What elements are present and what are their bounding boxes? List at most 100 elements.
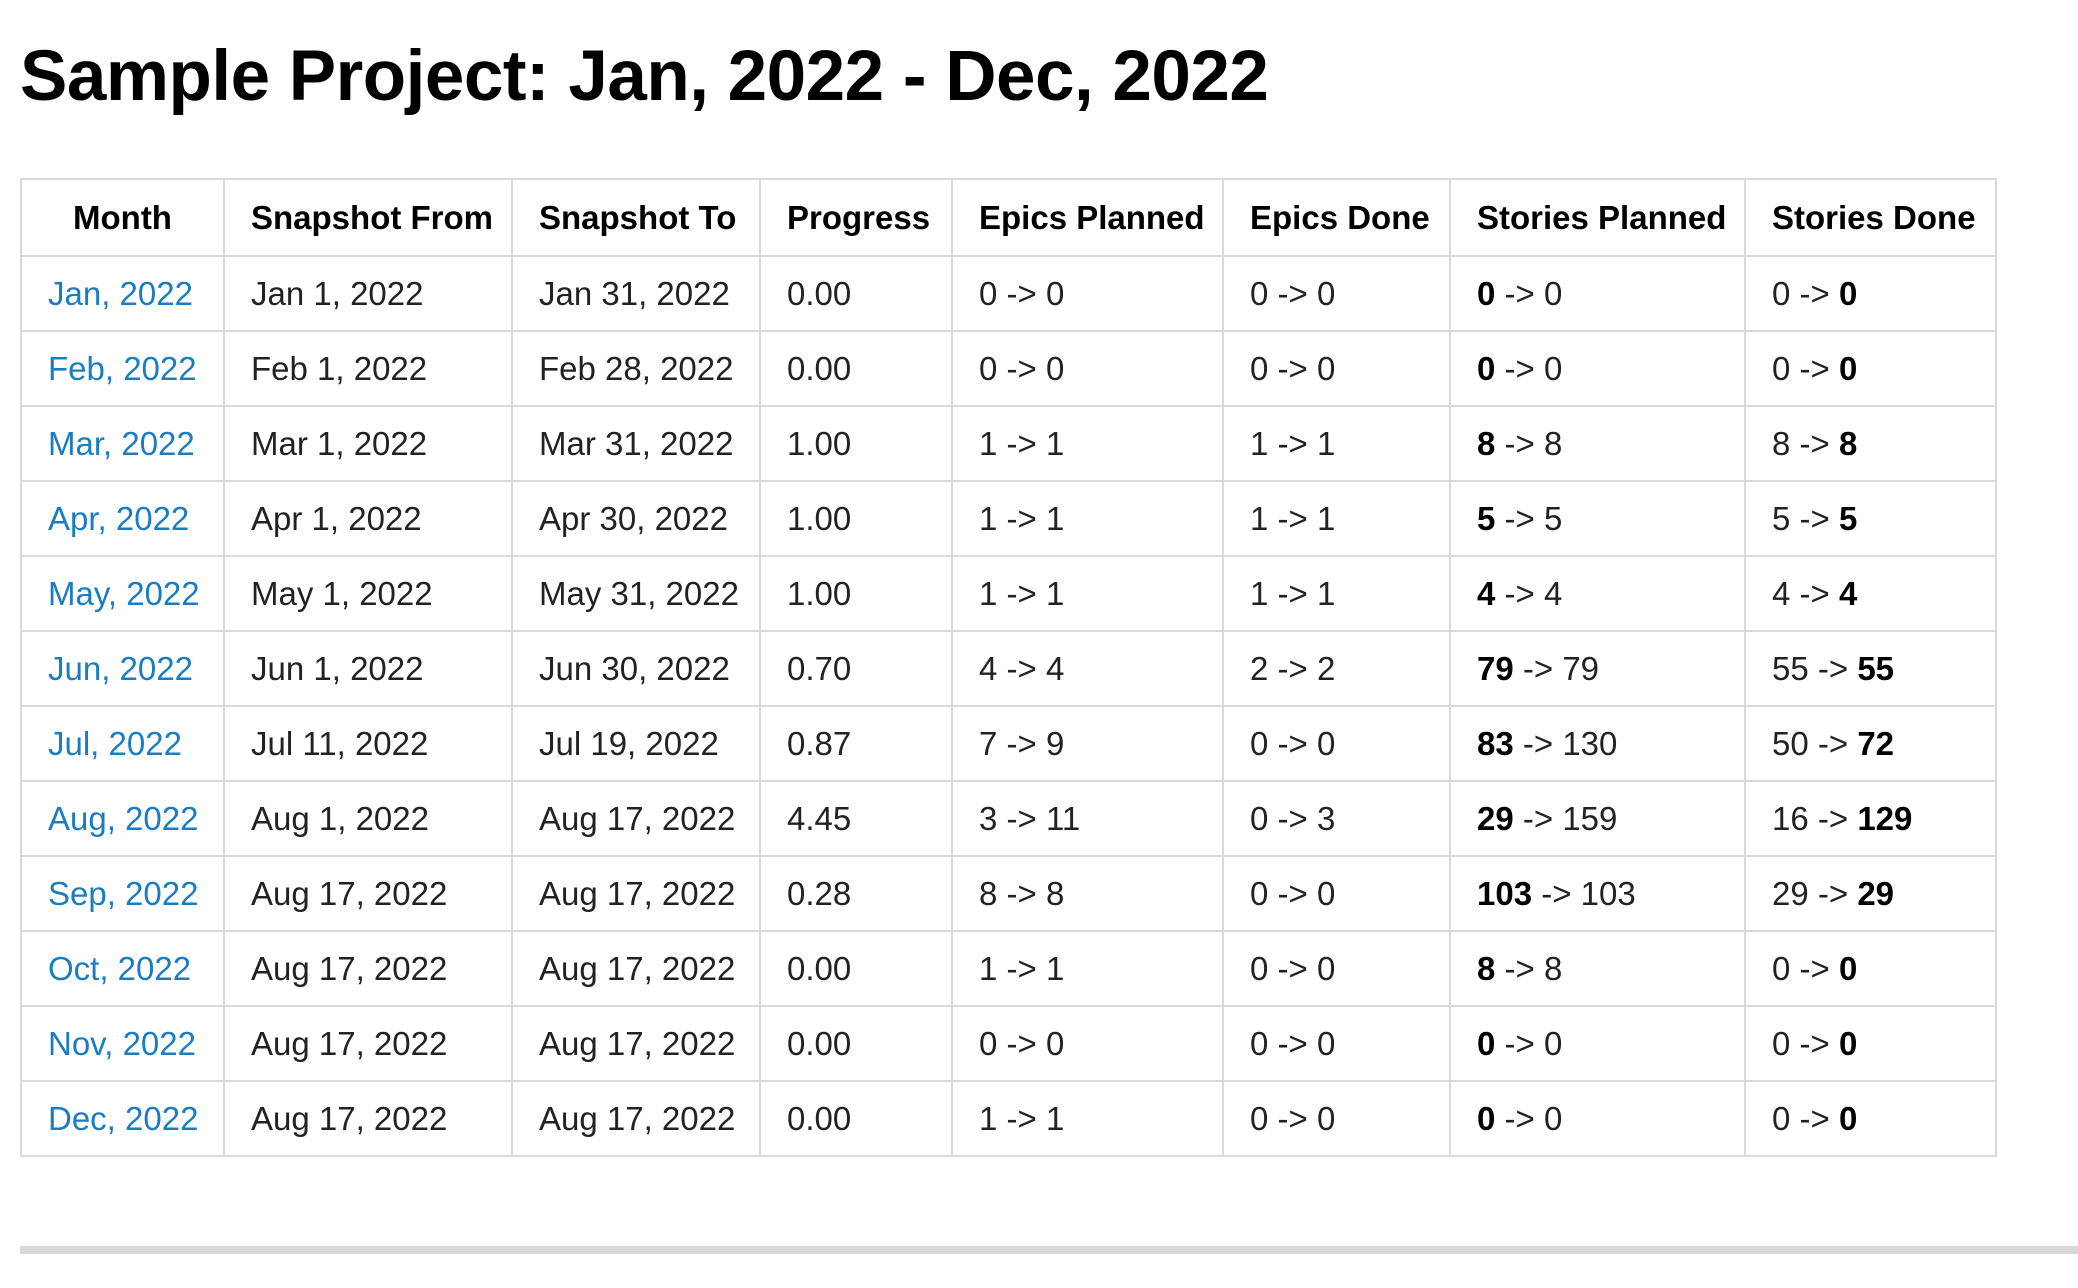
month-link[interactable]: Feb, 2022	[48, 349, 197, 387]
arrow-glyph: ->	[1522, 799, 1554, 837]
cell-epics-planned: 1 -> 1	[951, 405, 1224, 482]
stories-planned-end: 4	[1543, 574, 1563, 612]
cell-stories-done: 16 -> 129	[1744, 780, 1997, 857]
cell-progress: 1.00	[759, 480, 953, 557]
cell-snapshot-from: May 1, 2022	[223, 555, 513, 632]
month-link[interactable]: Aug, 2022	[48, 799, 199, 837]
project-snapshot-table: Month Snapshot From Snapshot To Progress…	[20, 178, 1997, 1157]
arrow-glyph: ->	[1504, 424, 1535, 462]
table-header: Month Snapshot From Snapshot To Progress…	[20, 178, 1997, 257]
stories-planned-start: 8	[1477, 949, 1496, 987]
table-row: Feb, 2022 Feb 1, 2022 Feb 28, 2022 0.00 0 ->…	[20, 330, 1997, 407]
stories-done-start: 4	[1772, 574, 1791, 612]
cell-snapshot-to: May 31, 2022	[511, 555, 761, 632]
cell-progress: 0.70	[759, 630, 953, 707]
month-link[interactable]: Nov, 2022	[48, 1024, 196, 1062]
cell-stories-done: 0 -> 0	[1744, 930, 1997, 1007]
arrow-glyph: ->	[1504, 274, 1535, 312]
stories-planned-start: 0	[1477, 1024, 1496, 1062]
month-link[interactable]: Jul, 2022	[48, 724, 182, 762]
cell-snapshot-from: Aug 17, 2022	[223, 1005, 513, 1082]
month-link[interactable]: Jun, 2022	[48, 649, 193, 687]
cell-epics-done: 0 -> 3	[1222, 780, 1451, 857]
cell-month: Dec, 2022	[20, 1080, 225, 1157]
month-link[interactable]: Apr, 2022	[48, 499, 190, 537]
cell-epics-done: 1 -> 1	[1222, 480, 1451, 557]
table-row: Jul, 2022 Jul 11, 2022 Jul 19, 2022 0.87 7 -…	[20, 705, 1997, 782]
stories-done-start: 0	[1772, 274, 1791, 312]
table-row: Dec, 2022 Aug 17, 2022 Aug 17, 2022 0.00 1 -…	[20, 1080, 1997, 1157]
stories-done-end: 8	[1838, 424, 1858, 462]
header-row: Month Snapshot From Snapshot To Progress…	[20, 178, 1997, 257]
month-link[interactable]: Sep, 2022	[48, 874, 199, 912]
cell-snapshot-to: Jun 30, 2022	[511, 630, 761, 707]
cell-stories-done: 8 -> 8	[1744, 405, 1997, 482]
cell-snapshot-to: Aug 17, 2022	[511, 930, 761, 1007]
cell-snapshot-to: Aug 17, 2022	[511, 780, 761, 857]
month-link[interactable]: May, 2022	[48, 574, 200, 612]
cell-epics-done: 0 -> 0	[1222, 705, 1451, 782]
stories-done-start: 0	[1772, 949, 1791, 987]
column-header-month: Month	[20, 178, 225, 257]
cell-month: Apr, 2022	[20, 480, 225, 557]
cell-month: Jan, 2022	[20, 255, 225, 332]
cell-month: May, 2022	[20, 555, 225, 632]
arrow-glyph: ->	[1799, 574, 1830, 612]
cell-stories-done: 29 -> 29	[1744, 855, 1997, 932]
cell-snapshot-from: Apr 1, 2022	[223, 480, 513, 557]
table-row: Jun, 2022 Jun 1, 2022 Jun 30, 2022 0.70 4 ->…	[20, 630, 1997, 707]
cell-epics-planned: 0 -> 0	[951, 1005, 1224, 1082]
arrow-glyph: ->	[1817, 874, 1849, 912]
cell-snapshot-from: Aug 1, 2022	[223, 780, 513, 857]
stories-planned-end: 0	[1543, 349, 1563, 387]
stories-planned-end: 8	[1543, 424, 1563, 462]
cell-snapshot-to: Jul 19, 2022	[511, 705, 761, 782]
cell-stories-planned: 0 -> 0	[1449, 1080, 1746, 1157]
cell-month: Nov, 2022	[20, 1005, 225, 1082]
stories-done-end: 0	[1838, 949, 1858, 987]
stories-done-end: 5	[1838, 499, 1858, 537]
stories-done-start: 0	[1772, 349, 1791, 387]
cell-stories-planned: 8 -> 8	[1449, 405, 1746, 482]
column-header-snapshot-from: Snapshot From	[223, 178, 513, 257]
table-row: May, 2022 May 1, 2022 May 31, 2022 1.00 1 ->…	[20, 555, 1997, 632]
cell-progress: 1.00	[759, 555, 953, 632]
cell-stories-planned: 29 -> 159	[1449, 780, 1746, 857]
table-row: Jan, 2022 Jan 1, 2022 Jan 31, 2022 0.00 0 ->…	[20, 255, 1997, 332]
cell-stories-planned: 4 -> 4	[1449, 555, 1746, 632]
stories-done-end: 129	[1857, 799, 1913, 837]
cell-epics-planned: 1 -> 1	[951, 930, 1224, 1007]
cell-stories-planned: 79 -> 79	[1449, 630, 1746, 707]
stories-done-start: 0	[1772, 1024, 1791, 1062]
cell-progress: 4.45	[759, 780, 953, 857]
arrow-glyph: ->	[1504, 949, 1535, 987]
cell-progress: 0.00	[759, 255, 953, 332]
cell-snapshot-to: Jan 31, 2022	[511, 255, 761, 332]
month-link[interactable]: Mar, 2022	[48, 424, 195, 462]
stories-planned-end: 130	[1562, 724, 1618, 762]
cell-stories-done: 55 -> 55	[1744, 630, 1997, 707]
arrow-glyph: ->	[1541, 874, 1572, 912]
stories-done-end: 72	[1857, 724, 1895, 762]
cell-progress: 0.28	[759, 855, 953, 932]
cell-stories-done: 50 -> 72	[1744, 705, 1997, 782]
month-link[interactable]: Oct, 2022	[48, 949, 192, 987]
page-title: Sample Project: Jan, 2022 - Dec, 2022	[20, 37, 1269, 116]
cell-stories-planned: 5 -> 5	[1449, 480, 1746, 557]
stories-planned-start: 4	[1477, 574, 1496, 612]
footer-divider	[20, 1246, 2078, 1254]
month-link[interactable]: Dec, 2022	[48, 1099, 199, 1137]
cell-epics-planned: 4 -> 4	[951, 630, 1224, 707]
stories-planned-start: 83	[1477, 724, 1514, 762]
cell-epics-done: 2 -> 2	[1222, 630, 1451, 707]
stories-done-end: 0	[1838, 1099, 1858, 1137]
column-header-epics-planned: Epics Planned	[951, 178, 1224, 257]
stories-planned-start: 5	[1477, 499, 1496, 537]
cell-epics-done: 0 -> 0	[1222, 855, 1451, 932]
month-link[interactable]: Jan, 2022	[48, 274, 193, 312]
cell-stories-done: 0 -> 0	[1744, 1005, 1997, 1082]
stories-planned-start: 29	[1477, 799, 1514, 837]
column-header-progress: Progress	[759, 178, 953, 257]
cell-epics-planned: 1 -> 1	[951, 555, 1224, 632]
arrow-glyph: ->	[1817, 724, 1849, 762]
